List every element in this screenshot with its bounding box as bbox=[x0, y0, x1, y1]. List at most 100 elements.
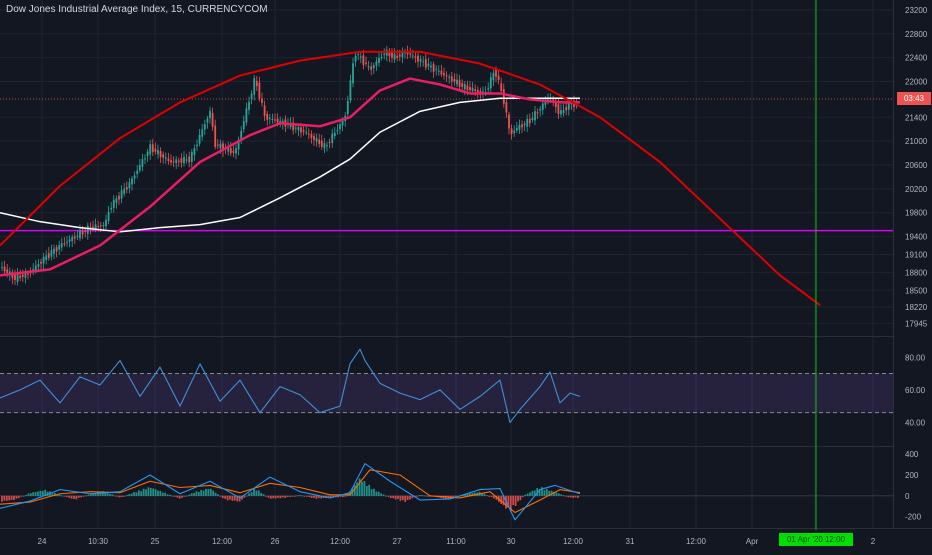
candle-body bbox=[352, 63, 354, 84]
time-axis-tick: 12:00 bbox=[686, 537, 707, 546]
candle-body bbox=[123, 188, 126, 194]
macd-hist-bar bbox=[382, 494, 385, 496]
macd-hist-bar bbox=[82, 495, 85, 497]
candle-body bbox=[448, 76, 451, 78]
candle-body bbox=[521, 124, 523, 128]
macd-hist-bar bbox=[454, 495, 457, 498]
macd-hist-bar bbox=[250, 492, 253, 496]
macd-hist-bar bbox=[394, 495, 397, 500]
candle-body bbox=[45, 255, 48, 260]
macd-hist-bar bbox=[166, 494, 169, 496]
macd-hist-bar bbox=[447, 495, 450, 500]
price-axis-tick: 21400 bbox=[905, 113, 928, 122]
macd-hist-bar bbox=[121, 495, 123, 498]
candle-body bbox=[201, 129, 204, 137]
candle-body bbox=[388, 50, 391, 57]
macd-hist-bar bbox=[502, 495, 505, 506]
macd-hist-bar bbox=[320, 495, 323, 499]
candle-body bbox=[339, 124, 341, 130]
candle-body bbox=[469, 87, 471, 91]
macd-hist-bar bbox=[327, 495, 330, 498]
candle-body bbox=[16, 273, 19, 282]
candle-body bbox=[14, 274, 16, 280]
macd-hist-bar bbox=[337, 495, 339, 498]
macd-hist-bar bbox=[421, 495, 423, 496]
candle-body bbox=[575, 105, 578, 107]
macd-hist-bar bbox=[483, 493, 486, 496]
candle-body bbox=[487, 88, 490, 90]
price-axis-tick: 18220 bbox=[905, 303, 928, 312]
macd-hist-bar bbox=[87, 494, 90, 496]
macd-line bbox=[0, 462, 581, 521]
candle-body bbox=[354, 55, 357, 62]
candle-body bbox=[528, 119, 531, 124]
candle-body bbox=[305, 132, 308, 134]
macd-hist-bar bbox=[73, 495, 75, 499]
macd-hist-bar bbox=[411, 495, 414, 499]
candle-body bbox=[216, 144, 219, 146]
candle-body bbox=[419, 59, 422, 62]
macd-hist-bar bbox=[51, 493, 54, 496]
macd-hist-bar bbox=[20, 495, 23, 497]
candle-body bbox=[60, 243, 63, 248]
candle-body bbox=[219, 143, 222, 149]
candle-body bbox=[409, 53, 412, 55]
macd-hist-bar bbox=[13, 495, 15, 500]
candle-body bbox=[79, 230, 81, 239]
price-axis-tick: 17945 bbox=[905, 319, 928, 328]
price-axis-tick: 23200 bbox=[905, 6, 928, 15]
candle-body bbox=[211, 113, 214, 127]
macd-hist-bar bbox=[241, 495, 243, 500]
candle-body bbox=[463, 83, 466, 90]
macd-hist-bar bbox=[565, 495, 567, 497]
candle-body bbox=[63, 243, 66, 245]
macd-hist-bar bbox=[226, 495, 229, 501]
macd-hist-bar bbox=[301, 495, 303, 497]
candle-body bbox=[479, 91, 482, 93]
candle-body bbox=[274, 119, 276, 121]
macd-hist-bar bbox=[519, 495, 522, 501]
price-axis-tick: 20200 bbox=[905, 185, 928, 194]
rsi-axis-tick: 80.00 bbox=[905, 353, 926, 362]
macd-hist-bar bbox=[61, 495, 63, 497]
time-axis-tick: 25 bbox=[151, 537, 160, 546]
candle-body bbox=[372, 65, 375, 69]
candle-body bbox=[138, 164, 141, 171]
candle-body bbox=[177, 160, 180, 162]
macd-hist-bar bbox=[490, 495, 493, 498]
candle-body bbox=[175, 159, 178, 164]
macd-hist-bar bbox=[164, 492, 167, 496]
macd-hist-bar bbox=[577, 495, 579, 498]
candle-body bbox=[92, 226, 94, 229]
macd-hist-bar bbox=[209, 488, 212, 496]
macd-hist-bar bbox=[471, 493, 474, 496]
candle-body bbox=[154, 148, 157, 152]
candle-body bbox=[362, 55, 365, 66]
candle-body bbox=[118, 195, 120, 200]
candle-body bbox=[500, 83, 503, 91]
macd-hist-bar bbox=[113, 495, 116, 497]
candle-body bbox=[68, 239, 71, 242]
macd-hist-bar bbox=[341, 495, 344, 498]
macd-hist-bar bbox=[555, 492, 558, 496]
candle-body bbox=[565, 106, 568, 111]
macd-hist-bar bbox=[423, 495, 426, 497]
candle-body bbox=[279, 120, 282, 123]
candle-body bbox=[245, 108, 248, 123]
macd-hist-bar bbox=[101, 491, 104, 496]
candle-body bbox=[268, 117, 271, 119]
candle-body bbox=[510, 128, 513, 135]
macd-hist-bar bbox=[149, 487, 152, 496]
macd-hist-bar bbox=[473, 492, 476, 496]
candle-body bbox=[240, 130, 243, 140]
macd-hist-bar bbox=[545, 488, 548, 496]
macd-hist-bar bbox=[274, 495, 277, 499]
macd-hist-bar bbox=[269, 495, 272, 499]
candle-body bbox=[222, 143, 224, 151]
ma-white-line bbox=[0, 97, 580, 233]
candle-body bbox=[313, 136, 315, 140]
candle-body bbox=[11, 272, 14, 279]
candle-body bbox=[102, 225, 105, 227]
